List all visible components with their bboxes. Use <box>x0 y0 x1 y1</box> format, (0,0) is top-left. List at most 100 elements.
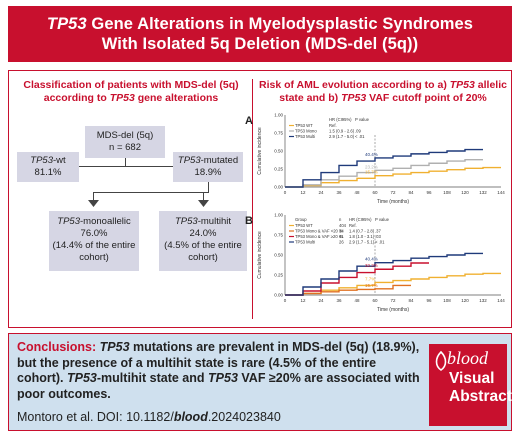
chart-a: 0 12 24 36 48 60 72 84 96 108 120 132 144 0.00 0.25 0.5… <box>257 113 505 206</box>
main-panel: Classification of patients with MDS-del … <box>8 70 512 328</box>
legend-entry: 404 <box>339 223 347 228</box>
y-tick-label: 1.00 <box>274 213 283 218</box>
badge-visual: Visual <box>449 370 495 387</box>
x-tick-label: 12 <box>300 190 306 195</box>
wt-pct: 81.1% <box>34 167 62 178</box>
x-tick-label: 144 <box>497 190 505 195</box>
x-tick-label: 96 <box>426 298 432 303</box>
x-tick-label: 144 <box>497 298 505 303</box>
y-tick-label: 0.25 <box>274 273 283 278</box>
right-title-gene2: TP53 <box>341 92 367 104</box>
multi-gene: TP53 <box>175 216 198 227</box>
legend-header: Group <box>295 217 307 222</box>
legend-entry: TP53 Mono <box>295 129 317 134</box>
y-tick-label: 0.25 <box>274 167 283 172</box>
legend-entry: 1.5 (0.9 - 2.6) <box>329 129 355 134</box>
series-line <box>285 284 411 296</box>
x-tick-label: 96 <box>426 190 432 195</box>
mut-gene: TP53 <box>177 155 201 166</box>
legend-entry: < .01 <box>355 134 365 139</box>
x-tick-label: 24 <box>318 298 324 303</box>
conclusions-lead: Conclusions: <box>17 340 97 354</box>
legend-entry: 41 <box>339 234 344 239</box>
mut-label: -mutated <box>200 155 239 166</box>
legend-header: P value <box>355 117 370 122</box>
monoallelic-box: TP53-monoallelic 76.0% (14.4% of the ent… <box>49 211 139 271</box>
x-tick-label: 132 <box>479 298 487 303</box>
x-tick-label: 84 <box>408 298 414 303</box>
connector <box>93 192 209 193</box>
legend-entry: TP53 WT <box>295 123 313 128</box>
right-section-title: Risk of AML evolution according to a) TP… <box>259 79 507 105</box>
legend-header: n <box>339 217 342 222</box>
multi-label: -multihit <box>197 216 231 227</box>
cite-post: .2024023840 <box>207 410 281 424</box>
right-title-line1: Risk of AML evolution according to a) <box>259 79 450 91</box>
connector <box>125 158 126 166</box>
x-axis-label: Time (months) <box>377 199 409 205</box>
panel-divider <box>252 79 253 319</box>
right-title-line2a: state and b) <box>279 92 342 104</box>
legend-entry: .03 <box>375 234 381 239</box>
mono-gene: TP53 <box>57 216 81 227</box>
x-tick-label: 72 <box>390 298 396 303</box>
x-tick-label: 48 <box>354 298 360 303</box>
conclusions-text: Conclusions: TP53 mutations are prevalen… <box>17 340 422 402</box>
legend-entry: TP53 Multi <box>295 240 315 245</box>
y-tick-label: 0.75 <box>274 131 283 136</box>
cite-journal: blood <box>173 410 208 424</box>
wt-label: -wt <box>53 155 66 166</box>
annotation-label: 32.2% <box>365 263 378 268</box>
chart-b: 0 12 24 36 48 60 72 84 96 108 120 132 144 0.00 0.25 0.5… <box>257 213 505 314</box>
arrow-down-icon <box>88 200 99 207</box>
series-line <box>285 148 483 188</box>
legend-entry: Ref. <box>349 223 357 228</box>
x-tick-label: 84 <box>408 190 414 195</box>
page-title: TP53 Gene Alterations in Myelodysplastic… <box>8 6 512 54</box>
left-title-post: gene alterations <box>134 92 219 104</box>
annotation-label: 7.7% <box>365 276 375 281</box>
x-tick-label: 36 <box>336 298 342 303</box>
x-tick-label: 108 <box>443 298 451 303</box>
multi-pct: 24.0% <box>189 228 217 239</box>
multihit-box: TP53-multihit 24.0% (4.5% of the entire … <box>159 211 247 271</box>
legend-header: HR (CI95%) <box>349 217 372 222</box>
y-tick-label: 0.00 <box>274 185 283 190</box>
mono-note2: cohort) <box>79 252 109 263</box>
x-tick-label: 12 <box>300 298 306 303</box>
x-tick-label: 60 <box>372 298 378 303</box>
concl-t1: mutations are prevalent in MDS-del (5q) … <box>17 340 420 385</box>
y-axis-label: Cumulative incidence <box>257 231 263 279</box>
legend-entry: TP53 Multi <box>295 134 315 139</box>
concl-t3: VAF ≥20% are associated with poor outcom… <box>17 371 420 401</box>
x-tick-label: 132 <box>479 190 487 195</box>
y-tick-label: 0.00 <box>274 293 283 298</box>
annotation-label: 15.7% <box>365 283 378 288</box>
left-section-title: Classification of patients with MDS-del … <box>15 79 247 105</box>
title-line2: With Isolated 5q Deletion (MDS-del (5q)) <box>101 35 419 53</box>
arrow-down-icon <box>198 200 209 207</box>
concl-t2: -multihit state and <box>96 371 209 385</box>
connector <box>93 192 94 202</box>
header-banner: TP53 Gene Alterations in Myelodysplastic… <box>8 6 512 62</box>
wt-box: TP53-wt 81.1% <box>17 152 79 182</box>
mutated-box: TP53-mutated 18.9% <box>173 152 243 182</box>
multi-note1: (4.5% of the entire <box>164 240 242 251</box>
mono-pct: 76.0% <box>80 228 108 239</box>
legend-entry: Ref. <box>329 123 337 128</box>
legend-entry: 34 <box>339 229 344 234</box>
right-title-line2b: VAF cutoff point of 20% <box>366 92 487 104</box>
y-axis-label: Cumulative incidence <box>257 127 263 175</box>
legend-entry: .37 <box>375 229 381 234</box>
legend-header: P value <box>375 217 390 222</box>
blood-visual-abstract-logo: blood Visual Abstract <box>429 344 512 426</box>
chart-a-letter: A <box>245 115 253 127</box>
annotation-label: 40.4% <box>365 152 378 157</box>
mono-note1: (14.4% of the entire <box>52 240 136 251</box>
y-tick-label: 0.75 <box>274 233 283 238</box>
badge-abstract: Abstract <box>449 388 512 405</box>
legend-entry: TP53 WT <box>295 223 313 228</box>
concl-gene3: TP53 <box>208 371 238 385</box>
concl-gene2: TP53 <box>67 371 97 385</box>
chart-b-letter: B <box>245 215 253 227</box>
